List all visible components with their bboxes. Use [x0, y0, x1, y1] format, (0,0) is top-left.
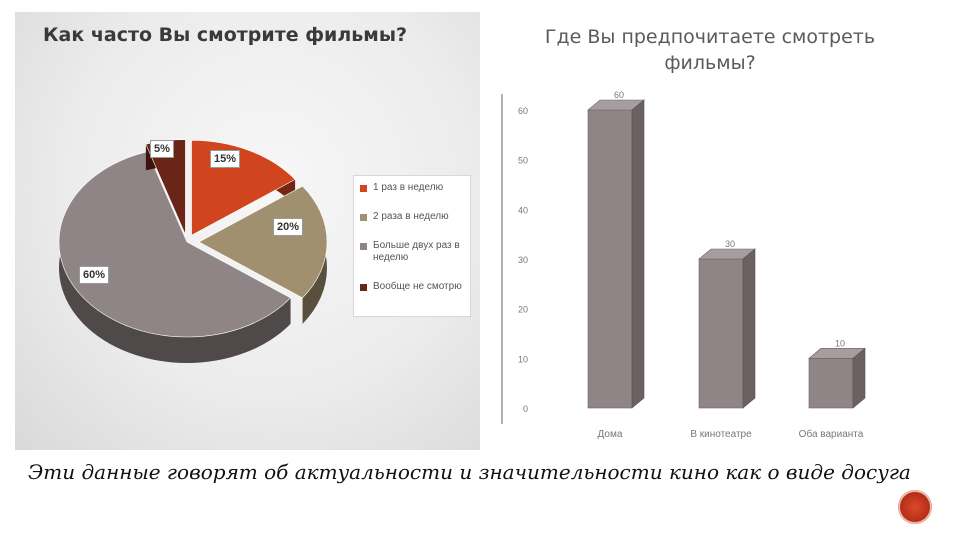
legend-label: Вообще не смотрю	[373, 281, 462, 292]
x-category-label: Дома	[598, 429, 623, 440]
bar-chart-title: Где Вы предпочитаете смотреть фильмы?	[544, 26, 876, 74]
bar-2	[698, 248, 756, 409]
legend-swatch	[360, 185, 367, 192]
slide-caption: Эти данные говорят об актуальности и зна…	[28, 460, 911, 484]
y-tick-label: 40	[518, 205, 528, 215]
pie-slice-2	[198, 185, 328, 324]
bar-1	[587, 99, 645, 409]
legend-item: Больше двух раз в неделю	[358, 240, 466, 264]
y-tick-label: 20	[518, 305, 528, 315]
page-number-badge	[898, 490, 932, 524]
pie-slice-label: 60%	[79, 266, 110, 284]
legend-swatch	[360, 243, 367, 250]
pie-slice-label: 15%	[210, 150, 241, 168]
pie-slice-label: 20%	[273, 218, 304, 236]
bar-chart: 0 10 20 30 40 50 60 60 Дома 30 В кинотеатре 10 Оба в…	[501, 90, 866, 440]
x-category-label: В кинотеатре	[690, 429, 752, 440]
legend-swatch	[360, 284, 367, 291]
pie-slice-label: 5%	[150, 140, 174, 158]
bar-value-label: 60	[614, 90, 624, 100]
legend-label: Больше двух раз в неделю	[373, 240, 460, 263]
pie-chart-title: Как часто Вы смотрите фильмы?	[42, 24, 408, 46]
bar-3	[808, 347, 866, 409]
legend-label: 1 раз в неделю	[373, 182, 444, 193]
y-tick-label: 0	[523, 404, 528, 414]
bar-chart-panel: Где Вы предпочитаете смотреть фильмы? 0 1…	[490, 12, 910, 452]
legend-item: 2 раза в неделю	[358, 211, 466, 223]
pie-slice-3	[58, 151, 292, 363]
legend-item: 1 раз в неделю	[358, 182, 466, 194]
x-category-label: Оба варианта	[799, 428, 864, 440]
pie-chart-panel: Как часто Вы смотрите фильмы? 1 раз в не…	[15, 12, 480, 450]
bar-value-label: 30	[725, 239, 735, 249]
legend-swatch	[360, 214, 367, 221]
legend-label: 2 раза в неделю	[373, 211, 449, 222]
y-tick-label: 30	[518, 255, 528, 265]
bar-value-label: 10	[835, 338, 845, 348]
pie-chart	[58, 139, 328, 363]
y-tick-label: 60	[518, 106, 528, 116]
pie-legend: 1 раз в неделю 2 раза в неделю Больше двух…	[353, 175, 471, 317]
y-tick-label: 10	[518, 354, 528, 364]
y-tick-label: 50	[518, 156, 528, 166]
legend-item: Вообще не смотрю	[358, 281, 466, 293]
